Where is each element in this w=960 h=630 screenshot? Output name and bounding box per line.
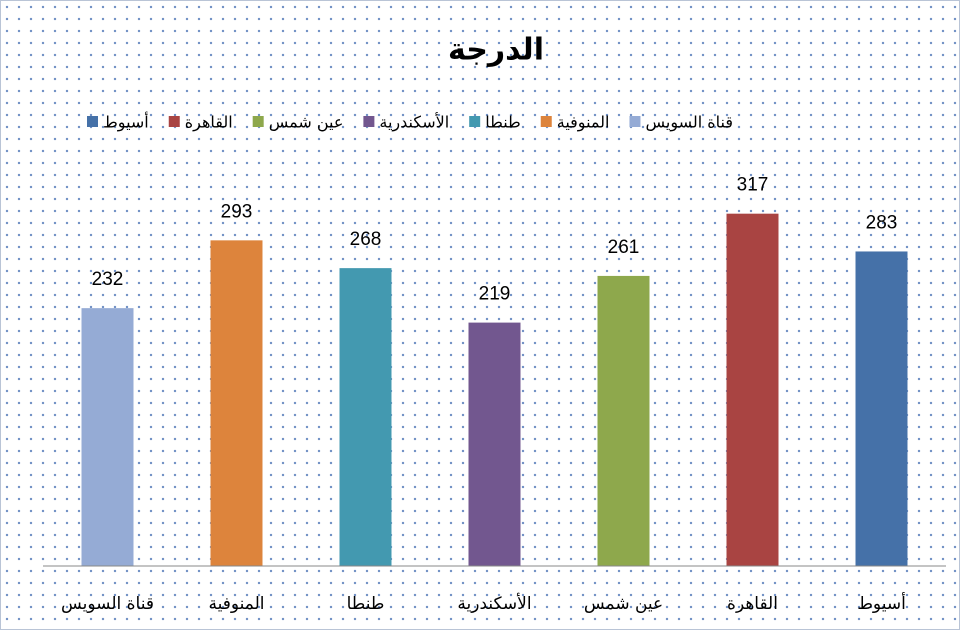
data-label: 219 (479, 284, 511, 305)
data-label: 268 (350, 229, 382, 250)
legend-label: القاهرة (185, 113, 233, 133)
data-label: 293 (221, 201, 253, 222)
legend-label: قناة السويس (645, 113, 733, 133)
data-label: 232 (92, 269, 124, 290)
x-tick-label: قناة السويس (61, 594, 154, 614)
legend-label: المنوفية (557, 113, 610, 133)
bar (210, 240, 263, 566)
bar (468, 322, 521, 566)
legend-label: طنطا (485, 113, 521, 132)
legend-swatch (363, 116, 375, 127)
legend-label: الأسكندرية (379, 112, 449, 133)
legend-swatch (469, 116, 481, 127)
bar (339, 268, 392, 566)
data-label: 317 (737, 175, 769, 196)
legend-swatch (87, 116, 98, 127)
x-tick-label: أسيوط (857, 592, 906, 614)
x-tick-label: القاهرة (727, 594, 778, 614)
x-tick-label: عين شمس (584, 594, 663, 614)
bar (726, 213, 779, 567)
legend-swatch (629, 116, 641, 127)
legend-label: أسيوط (103, 112, 149, 133)
x-tick-label: المنوفية (208, 594, 264, 614)
legend-swatch (252, 116, 264, 127)
legend-swatch (540, 116, 552, 127)
x-tick-label: طنطا (347, 594, 385, 614)
data-label: 283 (866, 212, 898, 233)
bar (855, 251, 908, 567)
legend-swatch (168, 116, 180, 127)
chart-title: الدرجة (448, 33, 544, 68)
legend-label: عين شمس (269, 113, 344, 133)
bar (597, 275, 650, 566)
data-label: 261 (608, 237, 640, 258)
x-tick-label: الأسكندرية (457, 593, 531, 614)
bar (81, 308, 134, 566)
